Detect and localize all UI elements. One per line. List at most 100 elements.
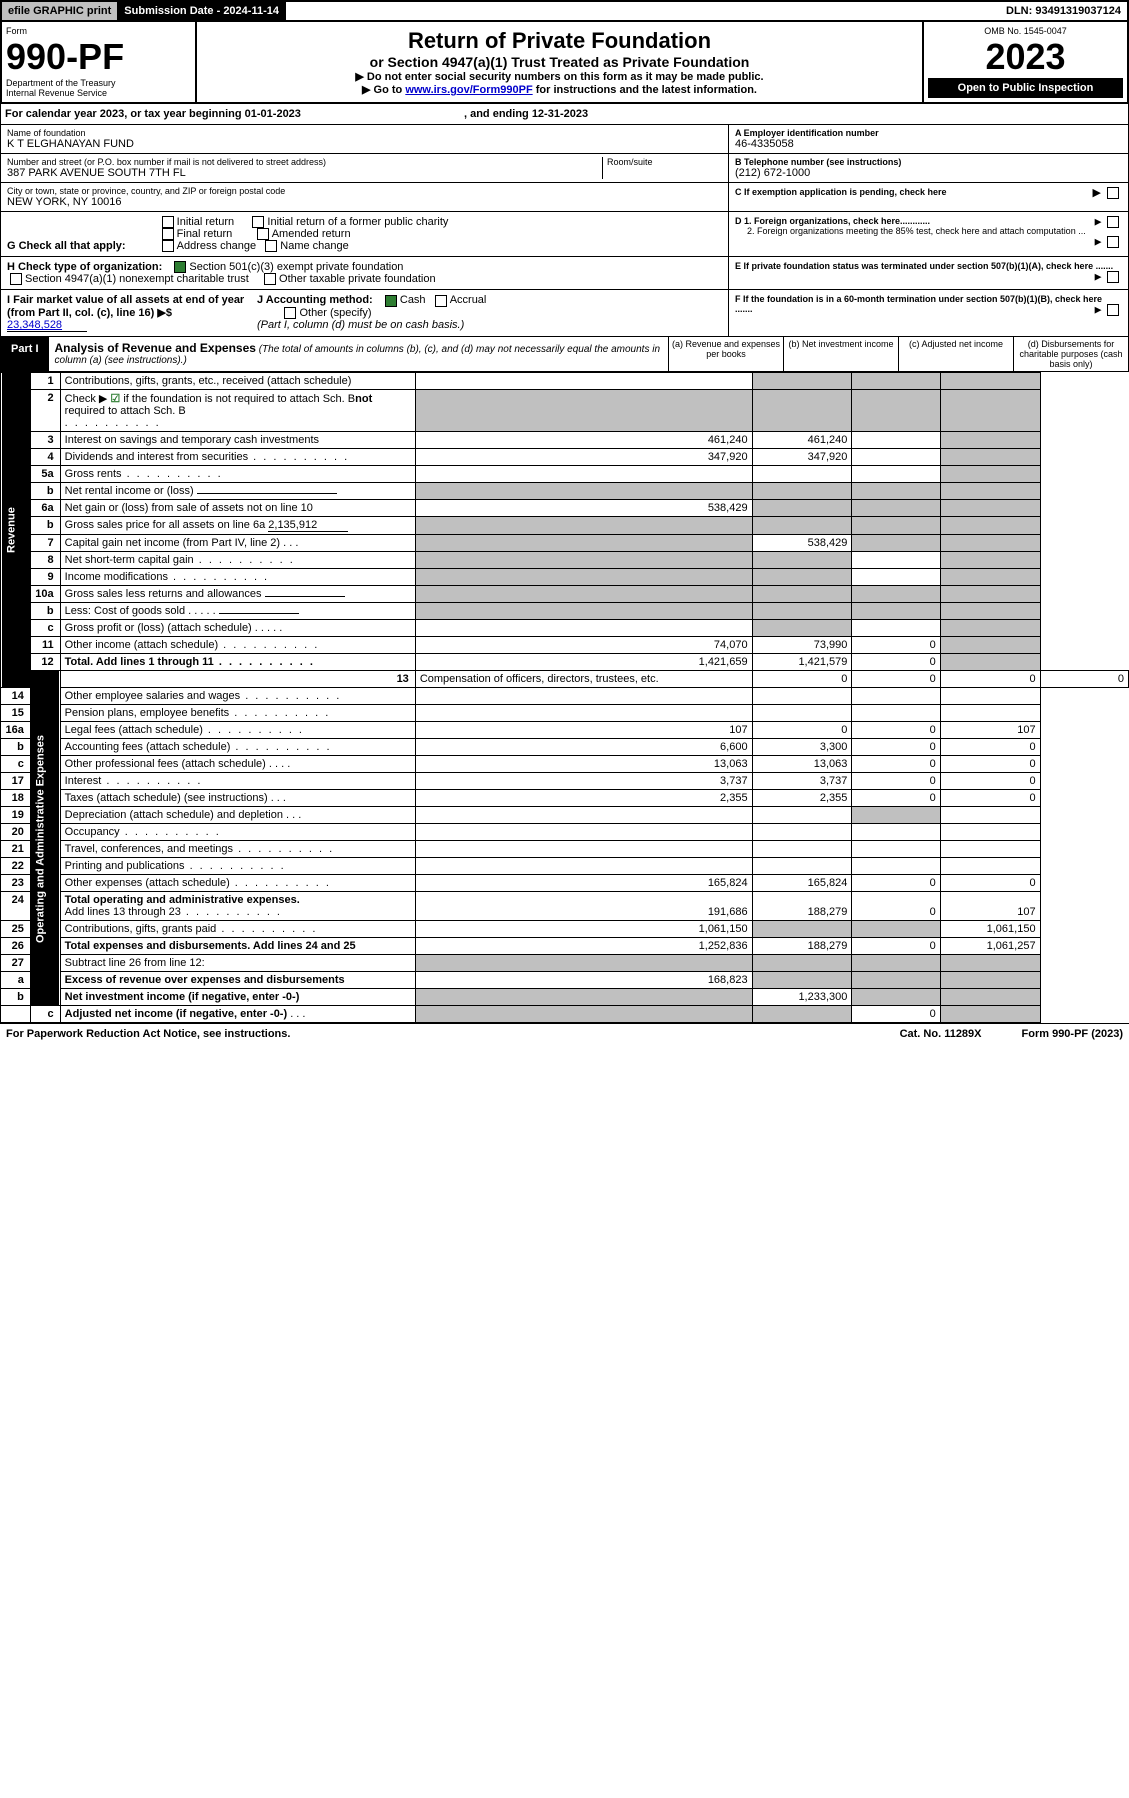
r26a: 1,252,836 (415, 938, 752, 955)
g-o4: Initial return of a former public charit… (267, 216, 448, 228)
r16bd: 0 (940, 739, 1040, 756)
r16aa: 107 (415, 722, 752, 739)
dept-label: Department of the Treasury (6, 78, 191, 88)
table-row: 6aNet gain or (loss) from sale of assets… (1, 500, 1129, 517)
f-checkbox[interactable] (1107, 304, 1119, 316)
r4a: 347,920 (415, 449, 752, 466)
r2a: Check ▶ (65, 393, 111, 405)
form-link[interactable]: www.irs.gov/Form990PF (405, 84, 532, 96)
d1-checkbox[interactable] (1107, 216, 1119, 228)
table-row: 27Subtract line 26 from line 12: (1, 955, 1129, 972)
e-checkbox[interactable] (1107, 271, 1119, 283)
cb-cash[interactable] (385, 295, 397, 307)
ein-label: A Employer identification number (735, 128, 1122, 138)
j-note: (Part I, column (d) must be on cash basi… (257, 319, 464, 331)
r16ad: 107 (940, 722, 1040, 739)
r16ac: 0 (852, 722, 940, 739)
table-row: 11Other income (attach schedule)74,07073… (1, 637, 1129, 654)
ein-value: 46-4335058 (735, 138, 1122, 150)
r13d: 0 (1040, 671, 1128, 688)
h-o1: Section 501(c)(3) exempt private foundat… (189, 261, 403, 273)
table-row: Revenue 1Contributions, gifts, grants, e… (1, 373, 1129, 390)
r16cb: 13,063 (752, 756, 852, 773)
form-header: Form 990-PF Department of the Treasury I… (0, 22, 1129, 104)
cb-address[interactable] (162, 240, 174, 252)
table-row: 4Dividends and interest from securities3… (1, 449, 1129, 466)
r25d: 1,061,150 (940, 921, 1040, 938)
r24a: 191,686 (415, 892, 752, 921)
r7b: 538,429 (752, 535, 852, 552)
table-row: 18Taxes (attach schedule) (see instructi… (1, 790, 1129, 807)
r23a: 165,824 (415, 875, 752, 892)
part1-tag: Part I (1, 337, 49, 371)
h-label: H Check type of organization: (7, 261, 162, 273)
r12c: 0 (852, 654, 940, 671)
r3a: 461,240 (415, 432, 752, 449)
cb-amended[interactable] (257, 228, 269, 240)
fmv-value[interactable]: 23,348,528 (7, 319, 87, 332)
g-o5: Amended return (272, 228, 351, 240)
dln: DLN: 93491319037124 (1000, 2, 1127, 20)
cb-name[interactable] (265, 240, 277, 252)
r3b: 461,240 (752, 432, 852, 449)
col-b: (b) Net investment income (783, 337, 898, 371)
c-checkbox[interactable] (1107, 187, 1119, 199)
r12-desc: Total. Add lines 1 through 11 (65, 656, 214, 668)
r17d: 0 (940, 773, 1040, 790)
table-row: bNet investment income (if negative, ent… (1, 989, 1129, 1006)
efile-label[interactable]: efile GRAPHIC print (2, 2, 118, 20)
h-o2: Section 4947(a)(1) nonexempt charitable … (25, 273, 249, 285)
cb-final[interactable] (162, 228, 174, 240)
r17-desc: Interest (65, 775, 102, 787)
r4b: 347,920 (752, 449, 852, 466)
cb-other-acct[interactable] (284, 307, 296, 319)
r27cc: 0 (852, 1006, 940, 1023)
cb-accrual[interactable] (435, 295, 447, 307)
form-ref: Form 990-PF (2023) (1022, 1028, 1123, 1040)
r6aa: 538,429 (415, 500, 752, 517)
calendar-row: For calendar year 2023, or tax year begi… (0, 104, 1129, 125)
r11b: 73,990 (752, 637, 852, 654)
table-row: 7Capital gain net income (from Part IV, … (1, 535, 1129, 552)
open-inspection: Open to Public Inspection (928, 78, 1123, 98)
r1-desc: Contributions, gifts, grants, etc., rece… (60, 373, 415, 390)
cb-501c3[interactable] (174, 261, 186, 273)
r24-desc: Total operating and administrative expen… (65, 894, 300, 906)
table-row: 2Check ▶ ☑ if the foundation is not requ… (1, 390, 1129, 432)
r16cc: 0 (852, 756, 940, 773)
r6b-val: 2,135,912 (268, 519, 348, 532)
r16ca: 13,063 (415, 756, 752, 773)
table-row: 25Contributions, gifts, grants paid1,061… (1, 921, 1129, 938)
j-accrual: Accrual (450, 294, 487, 306)
instr-2: ▶ Go to www.irs.gov/Form990PF for instru… (203, 83, 916, 96)
name-label: Name of foundation (7, 128, 722, 138)
table-row: cOther professional fees (attach schedul… (1, 756, 1129, 773)
r4-desc: Dividends and interest from securities (65, 451, 248, 463)
cal-end: , and ending 12-31-2023 (464, 108, 588, 120)
d2-label: 2. Foreign organizations meeting the 85%… (735, 226, 1122, 236)
cb-initial[interactable] (162, 216, 174, 228)
table-row: Operating and Administrative Expenses 13… (1, 671, 1129, 688)
tax-year: 2023 (928, 36, 1123, 78)
cb-former[interactable] (252, 216, 264, 228)
r10b-desc: Less: Cost of goods sold (65, 605, 185, 617)
d2-checkbox[interactable] (1107, 236, 1119, 248)
r10c-desc: Gross profit or (loss) (attach schedule) (65, 622, 252, 634)
g-o3: Address change (177, 240, 257, 252)
r18a: 2,355 (415, 790, 752, 807)
r13-desc: Compensation of officers, directors, tru… (415, 671, 752, 688)
cb-other-tax[interactable] (264, 273, 276, 285)
side-expenses: Operating and Administrative Expenses (30, 671, 60, 1006)
r24bv: 188,279 (752, 892, 852, 921)
e-label: E If private foundation status was termi… (735, 261, 1113, 271)
omb-label: OMB No. 1545-0047 (928, 26, 1123, 36)
phone-value: (212) 672-1000 (735, 167, 1122, 179)
col-a: (a) Revenue and expenses per books (668, 337, 783, 371)
g-label: G Check all that apply: (7, 240, 126, 252)
table-row: 19Depreciation (attach schedule) and dep… (1, 807, 1129, 824)
r24b-desc: Add lines 13 through 23 (65, 906, 181, 918)
table-row: bGross sales price for all assets on lin… (1, 517, 1129, 535)
footer: For Paperwork Reduction Act Notice, see … (0, 1023, 1129, 1044)
cb-4947[interactable] (10, 273, 22, 285)
r18-desc: Taxes (attach schedule) (see instruction… (65, 792, 268, 804)
